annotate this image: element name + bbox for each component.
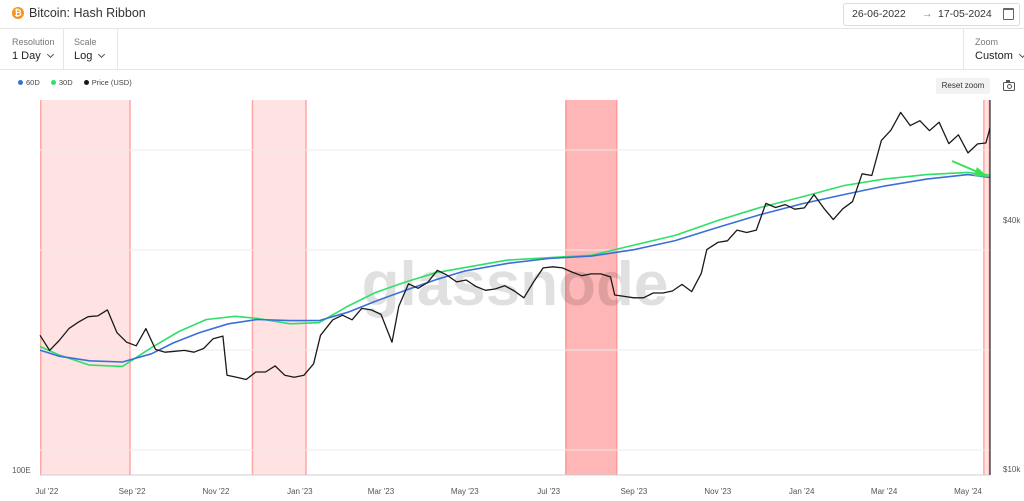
legend-dot [50,80,56,85]
legend: 60D 30D Price (USD) [18,78,141,87]
capitulation-band [40,100,131,475]
x-tick-label: Sep '22 [119,487,146,496]
chart-controls: Resolution 1 Day Scale Log Zoom Custom [0,29,1024,70]
divider [963,29,964,69]
resolution-label: Resolution [12,37,55,47]
date-range-picker[interactable]: 26-06-2022 → 17-05-2024 [843,3,1020,26]
x-tick-label: Sep '23 [620,487,647,496]
watermark: glassnode [362,250,669,319]
resolution-value: 1 Day [12,50,41,62]
legend-dot [83,80,89,85]
date-start: 26-06-2022 [852,8,906,20]
legend-item-30d[interactable]: 30D [50,78,73,87]
zoom-label: Zoom [975,37,999,47]
date-arrow: → [922,8,933,20]
reset-zoom-button[interactable]: Reset zoom [936,78,990,94]
x-tick-label: Nov '22 [203,487,230,496]
x-tick-label: Jan '24 [789,487,815,496]
capitulation-band [983,100,990,475]
left-y-tick-label: 100E [12,466,31,475]
title-bar: ₿ Bitcoin: Hash Ribbon 26-06-2022 → 17-0… [0,0,1024,29]
date-end: 17-05-2024 [938,8,992,20]
x-tick-label: Mar '23 [368,487,395,496]
zoom-select[interactable]: Zoom Custom [975,29,1024,69]
capitulation-band-edge [251,100,254,475]
x-tick-label: Mar '24 [871,487,898,496]
x-tick-label: May '23 [451,487,479,496]
arrow-head [974,167,988,177]
series-line-price-usd [39,111,991,381]
capitulation-band-edge [565,100,567,475]
series-line-60d [39,173,991,363]
x-axis-ticks: Jul '22 Sep '22 Nov '22 Jan '23 Mar '23 May '… [35,487,982,496]
camera-icon[interactable] [1003,80,1015,91]
capitulation-band-edge [983,100,985,475]
x-tick-label: Jul '23 [537,487,560,496]
x-tick-label: Jan '23 [287,487,313,496]
zoom-value: Custom [975,50,1013,62]
scale-label: Scale [74,37,97,47]
grid [40,149,990,476]
divider [117,29,118,69]
capitulation-band-edge [615,100,618,475]
capitulation-band-edge [40,100,42,475]
legend-item-price[interactable]: Price (USD) [83,78,132,87]
bitcoin-icon: ₿ [12,7,24,19]
page-title: Bitcoin: Hash Ribbon [29,6,146,20]
right-y-tick-label: $10k [1003,465,1021,474]
capitulation-band [565,100,618,475]
series-lines [39,111,991,381]
trend-arrow [951,160,988,177]
resolution-select[interactable]: Resolution 1 Day [12,29,62,69]
y-axis-ticks: 100E $40k $10k [12,216,1021,475]
x-tick-label: Jul '22 [35,487,58,496]
scale-select[interactable]: Scale Log [74,29,114,69]
right-y-tick-label: $40k [1003,216,1021,225]
scale-value: Log [74,50,93,62]
divider [63,29,64,69]
legend-item-60d[interactable]: 60D [18,78,40,87]
calendar-icon[interactable] [1003,8,1014,20]
capitulation-band-edge [129,100,131,475]
capitulation-band-edge [305,100,307,475]
x-tick-label: Nov '23 [704,487,731,496]
legend-dot [18,80,23,85]
capitulation-band [251,100,307,475]
capitulation-band-edge [988,100,990,475]
x-tick-label: May '24 [954,487,982,496]
arrow-shaft [951,160,981,174]
capitulation-bands [40,100,990,475]
